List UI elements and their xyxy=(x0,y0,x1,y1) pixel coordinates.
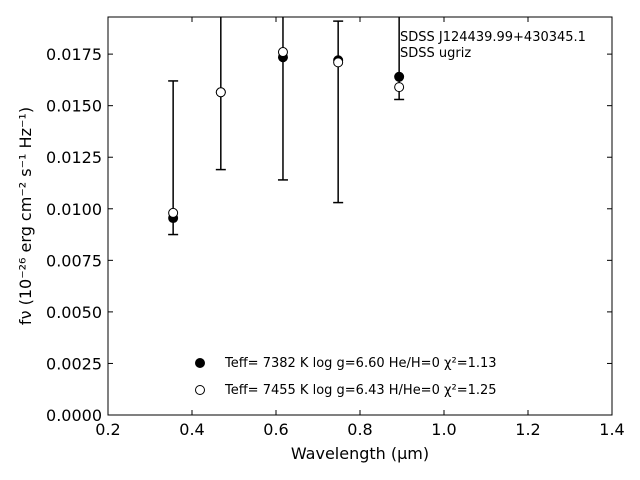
legend-marker-open xyxy=(195,385,205,395)
data-point-filled xyxy=(394,71,405,82)
x-tick-label: 1.0 xyxy=(431,420,456,439)
y-tick-label: 0.0025 xyxy=(46,354,102,373)
annotation-filters: SDSS ugriz xyxy=(400,46,471,61)
y-tick-label: 0.0150 xyxy=(46,97,102,116)
data-point-open xyxy=(333,57,344,68)
legend-label-model-1: Teff= 7382 K log g=6.60 He/H=0 χ²=1.13 xyxy=(224,356,497,371)
annotation-object-name: SDSS J124439.99+430345.1 xyxy=(400,30,586,45)
x-tick-label: 0.6 xyxy=(263,420,288,439)
axis-ticks: 0.2 0.4 0.6 0.8 1.0 1.2 1.4 0.0000 0.0025 0.0050 0… xyxy=(46,17,625,439)
x-tick-label: 1.2 xyxy=(515,420,540,439)
y-axis-label: fν (10⁻²⁶ erg cm⁻² s⁻¹ Hz⁻¹) xyxy=(16,107,35,325)
data-point-open xyxy=(168,207,179,218)
y-tick-label: 0.0050 xyxy=(46,303,102,322)
x-tick-label: 1.4 xyxy=(599,420,624,439)
legend-marker-filled xyxy=(195,358,205,368)
x-axis-label: Wavelength (μm) xyxy=(291,444,429,463)
data-point-open xyxy=(277,47,288,58)
x-tick-label: 0.4 xyxy=(179,420,204,439)
data-point-open xyxy=(215,87,226,98)
x-tick-label: 0.8 xyxy=(347,420,372,439)
y-tick-label: 0.0175 xyxy=(46,45,102,64)
legend: Teff= 7382 K log g=6.60 He/H=0 χ²=1.13 T… xyxy=(195,356,497,398)
x-tick-label: 0.2 xyxy=(95,420,120,439)
data-points xyxy=(168,47,405,224)
y-tick-label: 0.0100 xyxy=(46,200,102,219)
y-tick-label: 0.0075 xyxy=(46,251,102,270)
legend-label-model-2: Teff= 7455 K log g=6.43 H/He=0 χ²=1.25 xyxy=(224,383,497,398)
data-point-open xyxy=(394,82,405,93)
y-tick-label: 0.0125 xyxy=(46,148,102,167)
y-tick-label: 0.0000 xyxy=(46,406,102,425)
